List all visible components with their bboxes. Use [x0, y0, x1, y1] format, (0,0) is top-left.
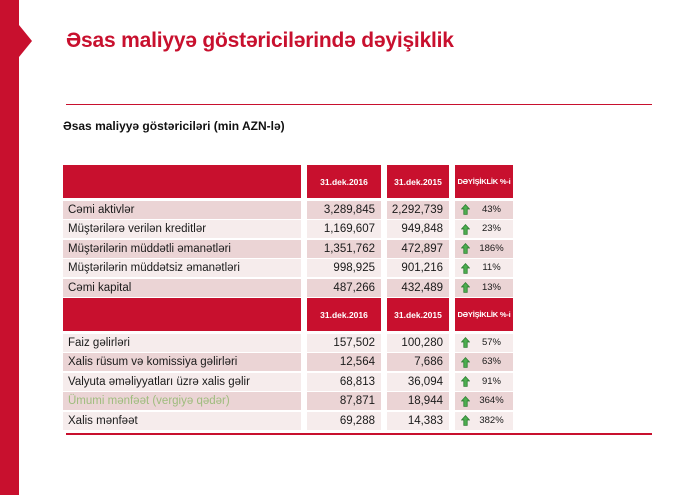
change-percent: 186% [479, 242, 504, 254]
up-arrow-icon [461, 282, 470, 293]
table-row: Xalis rüsum və komissiya gəlirləri 12,56… [63, 353, 513, 371]
column-header-label [63, 298, 301, 331]
row-label: Müştərilərə verilən kreditlər [63, 220, 301, 238]
value-2016: 487,266 [307, 278, 381, 297]
change-cell: 63% [455, 353, 513, 371]
table-row: Valyuta əməliyyatları üzrə xalis gəlir 6… [63, 372, 513, 391]
table-header-row: 31.dek.2016 31.dek.2015 DƏYİŞİKLİK %-i [63, 165, 513, 198]
value-2016: 157,502 [307, 333, 381, 352]
row-label: Xalis mənfəət [63, 411, 301, 430]
value-2015: 18,944 [387, 392, 449, 410]
value-2016: 998,925 [307, 259, 381, 277]
table-row: Faiz gəlirləri 157,502 100,280 57% [63, 333, 513, 352]
change-percent: 382% [479, 414, 504, 426]
change-percent: 43% [481, 203, 501, 215]
change-percent: 364% [479, 395, 504, 406]
row-label: Müştərilərin müddətli əmanətləri [63, 239, 301, 258]
value-2016: 1,169,607 [307, 220, 381, 238]
table-row: Müştərilərin müddətli əmanətləri 1,351,7… [63, 239, 513, 258]
row-label: Xalis rüsum və komissiya gəlirləri [63, 353, 301, 371]
change-cell: 186% [455, 239, 513, 258]
table-row-highlighted: Ümumi mənfəət (vergiyə qədər) 87,871 18,… [63, 392, 513, 410]
value-2016: 69,288 [307, 411, 381, 430]
row-label: Valyuta əməliyyatları üzrə xalis gəlir [63, 372, 301, 391]
top-divider [66, 103, 652, 105]
slide-accent-bar [0, 0, 19, 495]
value-2015: 901,216 [387, 259, 449, 277]
table-row: Xalis mənfəət 69,288 14,383 382% [63, 411, 513, 430]
up-arrow-icon [461, 415, 470, 426]
change-percent: 91% [481, 375, 501, 387]
table-row: Cəmi aktivlər 3,289,845 2,292,739 43% [63, 200, 513, 219]
row-label: Ümumi mənfəət (vergiyə qədər) [63, 392, 301, 410]
up-arrow-icon [461, 204, 470, 215]
up-arrow-icon [461, 357, 470, 368]
change-percent: 57% [481, 336, 501, 348]
table-header-row: 31.dek.2016 31.dek.2015 DƏYİŞİKLİK %-i [63, 298, 513, 331]
row-label: Müştərilərin müddətsiz əmanətləri [63, 259, 301, 277]
column-header-change: DƏYİŞİKLİK %-i [455, 165, 513, 198]
table-row: Cəmi kapital 487,266 432,489 13% [63, 278, 513, 297]
up-arrow-icon [461, 337, 470, 348]
row-label: Faiz gəlirləri [63, 333, 301, 352]
up-arrow-icon [461, 376, 470, 387]
change-cell: 23% [455, 220, 513, 238]
column-header-2016: 31.dek.2016 [307, 165, 381, 198]
change-percent: 63% [481, 356, 501, 367]
change-cell: 43% [455, 200, 513, 219]
change-percent: 13% [481, 281, 501, 293]
column-header-2015: 31.dek.2015 [387, 165, 449, 198]
column-header-2015: 31.dek.2015 [387, 298, 449, 331]
change-cell: 382% [455, 411, 513, 430]
value-2015: 100,280 [387, 333, 449, 352]
change-percent: 11% [482, 262, 501, 273]
up-arrow-icon [461, 263, 470, 274]
change-cell: 91% [455, 372, 513, 391]
table-row: Müştərilərin müddətsiz əmanətləri 998,92… [63, 259, 513, 277]
balance-indicators-table: 31.dek.2016 31.dek.2015 DƏYİŞİKLİK %-i C… [63, 165, 513, 297]
value-2015: 7,686 [387, 353, 449, 371]
change-cell: 364% [455, 392, 513, 410]
value-2016: 68,813 [307, 372, 381, 391]
value-2015: 2,292,739 [387, 200, 449, 219]
up-arrow-icon [461, 396, 470, 407]
table-caption: Əsas maliyyə göstəriciləri (min AZN-lə) [63, 119, 285, 133]
value-2015: 472,897 [387, 239, 449, 258]
value-2016: 1,351,762 [307, 239, 381, 258]
bottom-divider [66, 433, 652, 435]
table-row: Müştərilərə verilən kreditlər 1,169,607 … [63, 220, 513, 238]
column-header-2016: 31.dek.2016 [307, 298, 381, 331]
table-body: Cəmi aktivlər 3,289,845 2,292,739 43% Mü… [63, 200, 513, 297]
change-percent: 23% [481, 223, 501, 234]
chevron-right-icon [19, 25, 32, 57]
value-2016: 12,564 [307, 353, 381, 371]
value-2015: 14,383 [387, 411, 449, 430]
table-body: Faiz gəlirləri 157,502 100,280 57% Xalis… [63, 333, 513, 430]
up-arrow-icon [461, 243, 470, 254]
value-2015: 949,848 [387, 220, 449, 238]
column-header-label [63, 165, 301, 198]
value-2016: 87,871 [307, 392, 381, 410]
up-arrow-icon [461, 224, 470, 235]
column-header-change: DƏYİŞİKLİK %-i [455, 298, 513, 331]
row-label: Cəmi aktivlər [63, 200, 301, 219]
income-indicators-table: 31.dek.2016 31.dek.2015 DƏYİŞİKLİK %-i F… [63, 298, 513, 430]
row-label: Cəmi kapital [63, 278, 301, 297]
value-2016: 3,289,845 [307, 200, 381, 219]
value-2015: 36,094 [387, 372, 449, 391]
change-cell: 57% [455, 333, 513, 352]
value-2015: 432,489 [387, 278, 449, 297]
page-title: Əsas maliyyə göstəricilərində dəyişiklik [66, 29, 454, 52]
change-cell: 13% [455, 278, 513, 297]
change-cell: 11% [455, 259, 513, 277]
